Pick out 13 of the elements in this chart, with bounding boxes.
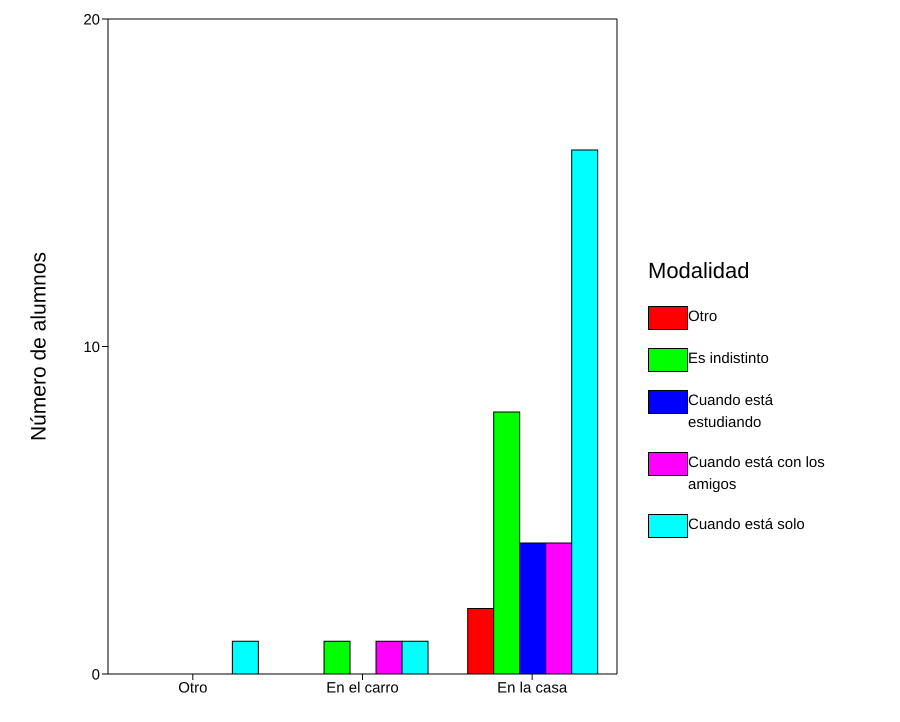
x-tick-label: En el carro — [326, 680, 399, 697]
y-tick-label: 10 — [83, 338, 100, 356]
x-tick-label: Otro — [178, 680, 208, 697]
y-tick-label: 20 — [83, 11, 100, 28]
x-tick-label: En la casa — [497, 680, 568, 697]
legend-label: Otro — [688, 307, 718, 327]
y-tick-label: 0 — [92, 666, 100, 684]
y-axis-title: Número de alumnos — [27, 252, 50, 442]
legend-label: Es indistinto — [688, 349, 770, 369]
legend-label: Cuando está con los amigos — [688, 453, 826, 495]
legend-label: Cuando está solo — [688, 515, 806, 535]
legend-title: Modalidad — [648, 258, 751, 284]
legend-label: Cuando está estudiando — [688, 391, 774, 433]
